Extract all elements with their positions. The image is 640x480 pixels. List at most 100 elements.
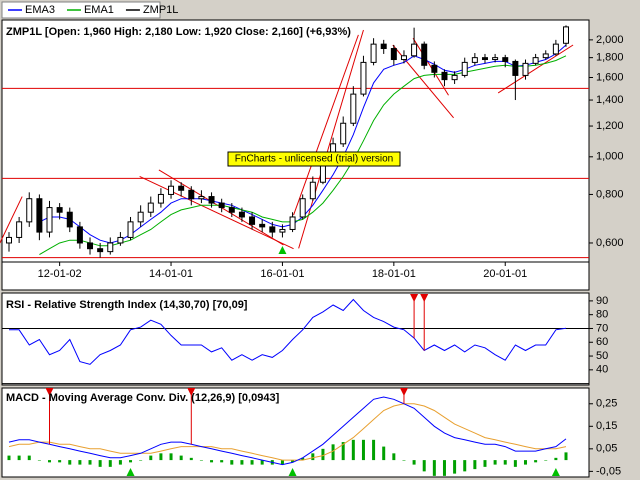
buy-signal	[551, 468, 560, 476]
histogram-bar	[199, 460, 203, 461]
histogram-bar	[179, 455, 183, 461]
candle-body	[299, 198, 306, 218]
price-title: ZMP1L [Open: 1,960 High: 2,180 Low: 1,92…	[6, 26, 351, 38]
candle-body	[188, 189, 195, 200]
legend-box	[1, 1, 161, 19]
candle-body	[127, 221, 134, 238]
histogram-bar	[503, 460, 507, 465]
candle-body	[168, 185, 175, 195]
sell-signal	[399, 388, 408, 396]
candle-body	[350, 93, 357, 124]
candle-body	[218, 202, 225, 209]
y-tick-label: 1,800	[596, 52, 624, 64]
trend-line	[0, 196, 23, 244]
histogram-bar	[321, 448, 325, 461]
candle-body	[421, 43, 428, 66]
histogram-bar	[361, 439, 365, 461]
candle-body	[198, 196, 205, 200]
candle-body	[289, 216, 296, 230]
candle-body	[360, 61, 367, 95]
histogram-bar	[534, 460, 538, 463]
buy-signal	[278, 246, 287, 254]
histogram-bar	[493, 460, 497, 465]
candle-body	[238, 211, 245, 218]
candle-body	[431, 64, 438, 73]
candle-body	[178, 185, 185, 191]
rsi-panel	[1, 292, 590, 386]
x-tick-label: 14-01-01	[149, 268, 193, 280]
histogram-bar	[301, 457, 305, 461]
histogram-bar	[240, 460, 244, 465]
y-tick-label: 60	[596, 336, 608, 348]
histogram-bar	[210, 460, 214, 463]
candle-body	[76, 226, 83, 244]
histogram-bar	[37, 460, 41, 461]
histogram-bar	[129, 460, 133, 463]
x-tick-label: 16-01-01	[260, 268, 304, 280]
candle-body	[309, 181, 316, 200]
legend-label: ZMP1L	[143, 4, 178, 16]
histogram-bar	[149, 455, 153, 461]
sell-signal	[45, 388, 54, 396]
candle-body	[552, 43, 559, 55]
candle-body	[512, 60, 519, 76]
candle-body	[522, 62, 529, 76]
x-tick-label: 20-01-01	[483, 268, 527, 280]
x-tick-label: 18-01-01	[372, 268, 416, 280]
y-tick-label: 0,25	[596, 398, 617, 410]
candle-body	[542, 53, 549, 59]
candle-body	[208, 196, 215, 204]
watermark: FnCharts - unlicensed (trial) version	[235, 154, 393, 165]
histogram-bar	[118, 460, 122, 465]
candle-body	[87, 242, 94, 250]
histogram-bar	[513, 460, 517, 467]
candle-body	[390, 48, 397, 61]
histogram-bar	[280, 460, 284, 465]
sell-signal	[410, 294, 419, 302]
histogram-bar	[412, 460, 416, 465]
rsi-title: RSI - Relative Strength Index (14,30,70)…	[6, 299, 248, 311]
histogram-bar	[422, 460, 426, 472]
candle-body	[451, 74, 458, 81]
y-tick-label: 70	[596, 322, 608, 334]
y-tick-label: 50	[596, 350, 608, 362]
candle-body	[471, 57, 478, 63]
candle-body	[370, 43, 377, 63]
y-tick-label: 2,000	[596, 34, 624, 46]
buy-signal	[126, 468, 135, 476]
histogram-bar	[291, 460, 295, 463]
histogram-bar	[463, 460, 467, 472]
histogram-bar	[523, 460, 527, 465]
histogram-bar	[564, 452, 568, 461]
histogram-bar	[351, 439, 355, 461]
candle-body	[228, 207, 235, 213]
histogram-bar	[392, 453, 396, 461]
candle-body	[563, 26, 569, 44]
histogram-bar	[372, 439, 376, 461]
histogram-bar	[189, 457, 193, 461]
candle-body	[147, 202, 154, 213]
ema-line	[39, 55, 567, 256]
y-tick-label: 1,600	[596, 71, 624, 83]
rsi-line	[9, 298, 567, 365]
candle-body	[269, 226, 276, 233]
histogram-bar	[58, 460, 62, 463]
y-tick-label: 90	[596, 295, 608, 307]
histogram-bar	[260, 460, 264, 465]
candle-body	[16, 221, 23, 238]
candle-body	[380, 43, 387, 50]
candle-body	[400, 55, 407, 61]
x-tick-label: 12-01-02	[38, 268, 82, 280]
candle-body	[411, 43, 418, 57]
y-tick-label: 40	[596, 364, 608, 376]
candle-body	[279, 228, 286, 233]
trend-line	[139, 176, 294, 250]
y-tick-label: -0,05	[596, 465, 621, 477]
histogram-bar	[17, 455, 21, 461]
candle-body	[502, 57, 509, 62]
histogram-bar	[453, 460, 457, 474]
histogram-bar	[169, 453, 173, 461]
candle-body	[6, 236, 12, 244]
candle-body	[36, 198, 43, 233]
